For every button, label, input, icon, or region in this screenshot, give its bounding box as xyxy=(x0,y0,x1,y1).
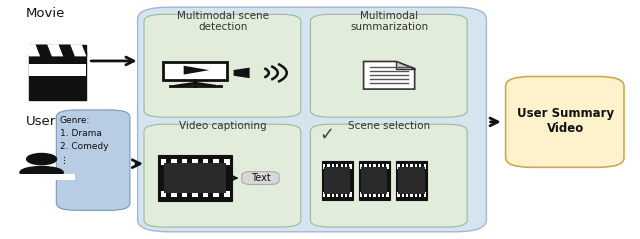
FancyBboxPatch shape xyxy=(203,159,209,165)
FancyBboxPatch shape xyxy=(29,64,86,76)
FancyBboxPatch shape xyxy=(406,192,408,197)
FancyBboxPatch shape xyxy=(214,191,219,197)
FancyBboxPatch shape xyxy=(424,192,426,197)
FancyBboxPatch shape xyxy=(172,191,177,197)
FancyBboxPatch shape xyxy=(340,192,343,197)
FancyBboxPatch shape xyxy=(310,124,467,227)
FancyBboxPatch shape xyxy=(161,159,166,165)
FancyBboxPatch shape xyxy=(29,44,86,56)
FancyBboxPatch shape xyxy=(163,62,227,80)
FancyBboxPatch shape xyxy=(359,161,390,200)
Ellipse shape xyxy=(20,167,63,178)
FancyBboxPatch shape xyxy=(399,167,424,194)
Polygon shape xyxy=(184,66,209,75)
Text: Scene selection: Scene selection xyxy=(348,121,430,131)
FancyBboxPatch shape xyxy=(387,164,388,169)
Polygon shape xyxy=(70,44,86,56)
FancyBboxPatch shape xyxy=(360,192,362,197)
FancyBboxPatch shape xyxy=(410,164,413,169)
FancyBboxPatch shape xyxy=(396,161,427,200)
FancyBboxPatch shape xyxy=(373,192,376,197)
FancyBboxPatch shape xyxy=(419,192,422,197)
FancyBboxPatch shape xyxy=(324,167,350,194)
FancyBboxPatch shape xyxy=(138,7,486,232)
FancyBboxPatch shape xyxy=(182,191,188,197)
FancyBboxPatch shape xyxy=(369,192,371,197)
FancyBboxPatch shape xyxy=(144,124,301,227)
FancyBboxPatch shape xyxy=(382,164,385,169)
FancyBboxPatch shape xyxy=(397,164,399,169)
FancyBboxPatch shape xyxy=(378,192,380,197)
Polygon shape xyxy=(364,61,415,89)
FancyBboxPatch shape xyxy=(8,174,75,179)
Polygon shape xyxy=(47,44,63,56)
FancyBboxPatch shape xyxy=(378,164,380,169)
Polygon shape xyxy=(59,44,75,56)
FancyBboxPatch shape xyxy=(224,191,230,197)
Circle shape xyxy=(27,153,56,165)
FancyBboxPatch shape xyxy=(349,192,351,197)
FancyBboxPatch shape xyxy=(349,164,351,169)
Text: Genre:
1. Drama
2. Comedy
⋮: Genre: 1. Drama 2. Comedy ⋮ xyxy=(60,116,108,164)
FancyBboxPatch shape xyxy=(415,164,417,169)
Text: Multimodal
summarization: Multimodal summarization xyxy=(350,11,428,32)
FancyBboxPatch shape xyxy=(345,192,348,197)
FancyBboxPatch shape xyxy=(397,192,399,197)
FancyBboxPatch shape xyxy=(401,164,404,169)
FancyBboxPatch shape xyxy=(424,164,426,169)
FancyBboxPatch shape xyxy=(364,192,367,197)
FancyBboxPatch shape xyxy=(364,164,367,169)
Polygon shape xyxy=(234,68,250,78)
FancyBboxPatch shape xyxy=(56,110,130,210)
Text: Multimodal scene
detection: Multimodal scene detection xyxy=(177,11,269,32)
Text: Text: Text xyxy=(251,173,270,183)
FancyBboxPatch shape xyxy=(340,164,343,169)
FancyBboxPatch shape xyxy=(336,192,339,197)
FancyBboxPatch shape xyxy=(406,164,408,169)
Text: Video captioning: Video captioning xyxy=(179,121,266,131)
FancyBboxPatch shape xyxy=(242,172,279,185)
FancyBboxPatch shape xyxy=(401,192,404,197)
FancyBboxPatch shape xyxy=(193,191,198,197)
FancyBboxPatch shape xyxy=(29,52,86,99)
FancyBboxPatch shape xyxy=(336,164,339,169)
FancyBboxPatch shape xyxy=(323,164,325,169)
Text: User Summary
Video: User Summary Video xyxy=(516,107,614,135)
FancyBboxPatch shape xyxy=(327,192,330,197)
FancyBboxPatch shape xyxy=(161,191,166,197)
FancyBboxPatch shape xyxy=(345,164,348,169)
Text: Movie: Movie xyxy=(26,7,65,20)
Polygon shape xyxy=(24,44,40,56)
FancyBboxPatch shape xyxy=(360,164,362,169)
FancyBboxPatch shape xyxy=(327,164,330,169)
Text: User: User xyxy=(26,115,56,128)
Polygon shape xyxy=(36,44,52,56)
FancyBboxPatch shape xyxy=(332,192,334,197)
FancyBboxPatch shape xyxy=(332,164,334,169)
FancyBboxPatch shape xyxy=(362,167,387,194)
FancyBboxPatch shape xyxy=(310,14,467,117)
FancyBboxPatch shape xyxy=(369,164,371,169)
FancyBboxPatch shape xyxy=(322,161,353,200)
FancyBboxPatch shape xyxy=(214,159,219,165)
FancyBboxPatch shape xyxy=(144,14,301,117)
FancyBboxPatch shape xyxy=(224,159,230,165)
FancyBboxPatch shape xyxy=(182,159,188,165)
Polygon shape xyxy=(396,61,415,69)
FancyBboxPatch shape xyxy=(193,159,198,165)
FancyBboxPatch shape xyxy=(410,192,413,197)
FancyBboxPatch shape xyxy=(164,163,227,194)
FancyBboxPatch shape xyxy=(506,76,624,167)
FancyBboxPatch shape xyxy=(382,192,385,197)
FancyBboxPatch shape xyxy=(387,192,388,197)
FancyBboxPatch shape xyxy=(172,159,177,165)
FancyBboxPatch shape xyxy=(323,192,325,197)
FancyBboxPatch shape xyxy=(159,155,232,201)
FancyBboxPatch shape xyxy=(419,164,422,169)
FancyBboxPatch shape xyxy=(373,164,376,169)
FancyBboxPatch shape xyxy=(203,191,209,197)
FancyBboxPatch shape xyxy=(415,192,417,197)
Text: ✓: ✓ xyxy=(319,126,334,144)
